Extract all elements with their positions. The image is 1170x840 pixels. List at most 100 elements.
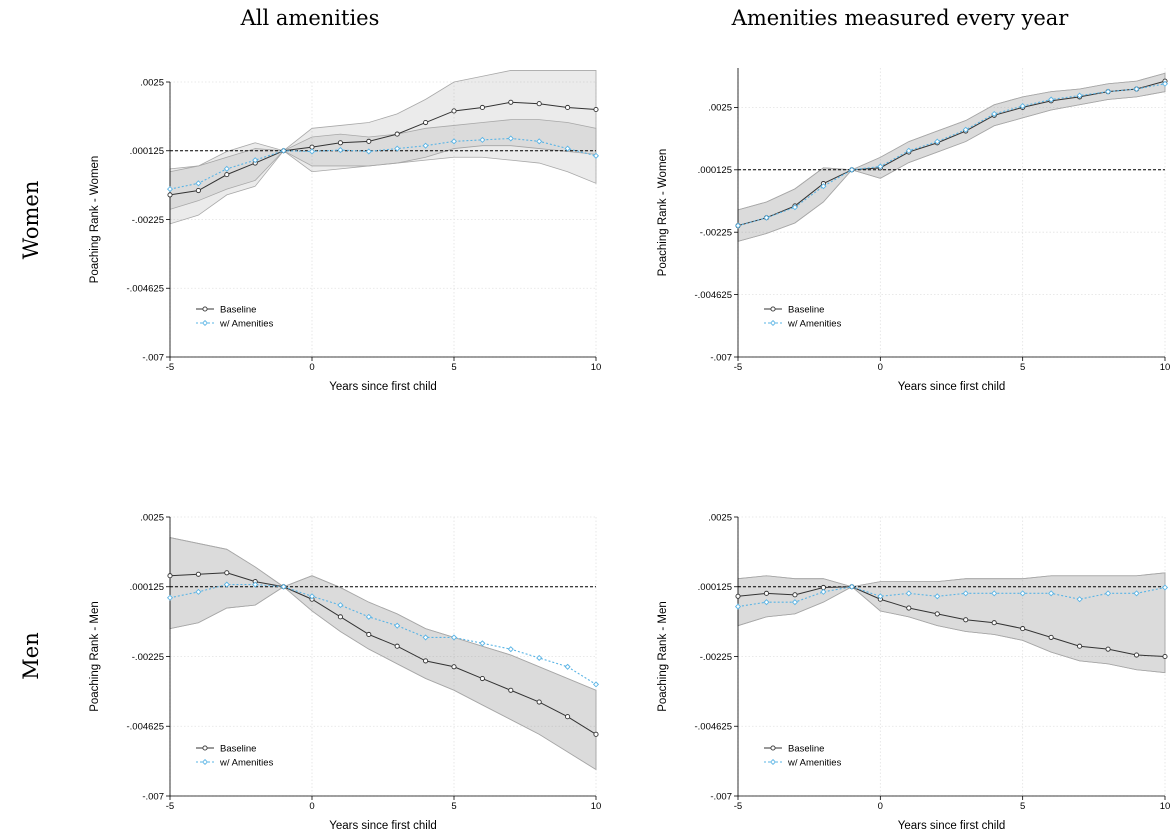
data-point-baseline <box>593 106 599 113</box>
data-point-baseline <box>906 605 912 611</box>
x-tick-label: 0 <box>309 362 314 373</box>
data-point-baseline <box>224 172 230 178</box>
legend-label: Baseline <box>788 743 824 754</box>
data-point-baseline <box>167 192 173 198</box>
x-tick-label: 5 <box>451 801 456 812</box>
data-point-amenities <box>422 142 429 149</box>
y-tick-label: .000125 <box>698 165 732 176</box>
data-point-baseline <box>536 101 542 107</box>
data-point-amenities <box>166 594 174 601</box>
data-point-baseline <box>991 620 997 626</box>
panels: .0025.000125-.00225-.004625-.007-5 0 5 10Ye… <box>89 68 1170 832</box>
data-point-amenities <box>991 590 998 597</box>
column-title-amenities-every-year: Amenities measured every year <box>731 6 1070 30</box>
data-point-amenities <box>536 138 543 145</box>
data-point-amenities <box>422 634 429 641</box>
legend-marker-amenities <box>201 758 209 766</box>
legend-label: w/ Amenities <box>219 318 274 329</box>
data-point-baseline <box>1077 643 1083 649</box>
legend-marker-amenities <box>769 758 777 766</box>
data-point-baseline <box>934 611 940 617</box>
x-tick-label: 10 <box>591 801 602 812</box>
data-point-amenities <box>564 663 571 670</box>
y-tick-label: .0025 <box>140 512 164 523</box>
data-point-baseline <box>536 699 542 705</box>
data-point-amenities <box>1019 103 1026 110</box>
data-point-baseline <box>479 675 485 682</box>
y-tick-label: -.007 <box>710 352 732 363</box>
x-tick-label: -5 <box>166 362 174 373</box>
data-point-amenities <box>791 599 798 606</box>
y-axis-title: Poaching Rank - Women <box>657 149 669 277</box>
data-point-baseline <box>1048 634 1054 640</box>
panel-women-all-amenities: .0025 .000125 -.00225 -.004625 -.007-5 0 5 10 Ye… <box>89 70 601 393</box>
data-point-amenities <box>934 138 941 145</box>
x-tick-label: -5 <box>166 801 174 812</box>
y-tick-label: -.004625 <box>694 722 732 733</box>
data-point-amenities <box>848 166 855 173</box>
data-point-amenities <box>592 681 600 688</box>
data-point-amenities <box>450 634 458 641</box>
y-tick-label: -.004625 <box>126 284 164 295</box>
data-point-baseline <box>479 104 485 111</box>
confidence-band-amenities <box>169 537 597 771</box>
data-point-amenities <box>962 126 969 133</box>
y-axis-title: Poaching Rank - Men <box>89 601 101 712</box>
data-point-amenities <box>166 186 174 193</box>
series-line-amenities <box>737 586 1166 608</box>
data-point-amenities <box>820 588 827 595</box>
data-point-amenities <box>280 583 287 590</box>
x-tick-label: 5 <box>1020 362 1025 373</box>
data-point-baseline <box>394 131 400 137</box>
data-point-baseline <box>195 188 201 194</box>
data-point-amenities <box>195 180 202 187</box>
series-line-amenities <box>169 137 597 190</box>
data-point-amenities <box>394 622 401 629</box>
legend-marker-baseline <box>770 745 776 751</box>
data-point-baseline <box>451 664 457 670</box>
data-point-amenities <box>877 163 884 170</box>
data-point-baseline <box>366 631 372 638</box>
data-point-amenities <box>365 148 372 155</box>
y-tick-label: -.007 <box>142 791 164 802</box>
y-axis-title: Poaching Rank - Women <box>89 156 101 284</box>
data-point-amenities <box>1105 590 1112 597</box>
data-point-amenities <box>763 214 770 221</box>
y-tick-label: -.00225 <box>700 652 732 663</box>
data-point-amenities <box>1076 596 1083 603</box>
data-point-amenities <box>308 148 316 155</box>
data-point-amenities <box>507 135 514 142</box>
data-point-amenities <box>337 602 344 609</box>
data-point-amenities <box>592 152 600 159</box>
x-axis-title: Years since first child <box>898 820 1006 832</box>
data-point-baseline <box>508 99 514 105</box>
legend-marker-amenities <box>769 319 777 327</box>
x-axis-title: Years since first child <box>329 820 437 832</box>
row-title-men: Men <box>19 632 43 679</box>
y-tick-label: .000125 <box>130 146 164 157</box>
data-point-amenities <box>308 593 316 600</box>
data-point-baseline <box>735 593 741 599</box>
data-point-baseline <box>337 140 343 146</box>
data-point-baseline <box>763 590 770 596</box>
data-point-amenities <box>791 204 798 211</box>
legend-label: w/ Amenities <box>787 757 842 768</box>
data-point-baseline <box>963 617 969 623</box>
data-point-amenities <box>223 165 230 172</box>
panel-men-every-year: .0025 .000125 -.00225 -.004625 -.007-5 0 5 10 Ye… <box>657 512 1170 832</box>
x-tick-label: -5 <box>734 362 742 373</box>
x-tick-label: 0 <box>878 362 883 373</box>
data-point-amenities <box>1161 80 1169 87</box>
x-axis-title: Years since first child <box>898 381 1006 393</box>
data-point-amenities <box>1076 92 1083 99</box>
x-tick-label: 10 <box>591 362 602 373</box>
data-point-amenities <box>1133 85 1140 93</box>
x-tick-label: 0 <box>878 801 883 812</box>
y-tick-label: -.004625 <box>126 722 164 733</box>
data-point-amenities <box>223 581 230 588</box>
x-tick-label: 0 <box>309 801 314 812</box>
data-point-baseline <box>394 643 400 649</box>
data-point-amenities <box>1161 584 1169 591</box>
legend-label: Baseline <box>220 304 256 315</box>
confidence-band-amenities <box>737 72 1166 242</box>
